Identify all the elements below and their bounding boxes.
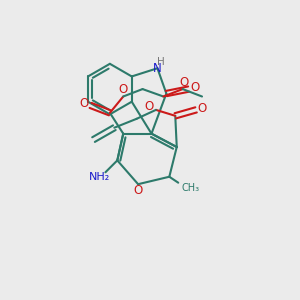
Text: N: N (153, 62, 162, 75)
Text: CH₃: CH₃ (181, 183, 199, 193)
Text: NH₂: NH₂ (89, 172, 110, 182)
Text: H: H (157, 57, 165, 67)
Text: O: O (190, 81, 199, 94)
Text: O: O (180, 76, 189, 89)
Text: O: O (133, 184, 142, 197)
Text: O: O (80, 98, 88, 110)
Text: O: O (145, 100, 154, 113)
Text: O: O (118, 83, 128, 97)
Text: O: O (197, 102, 207, 115)
